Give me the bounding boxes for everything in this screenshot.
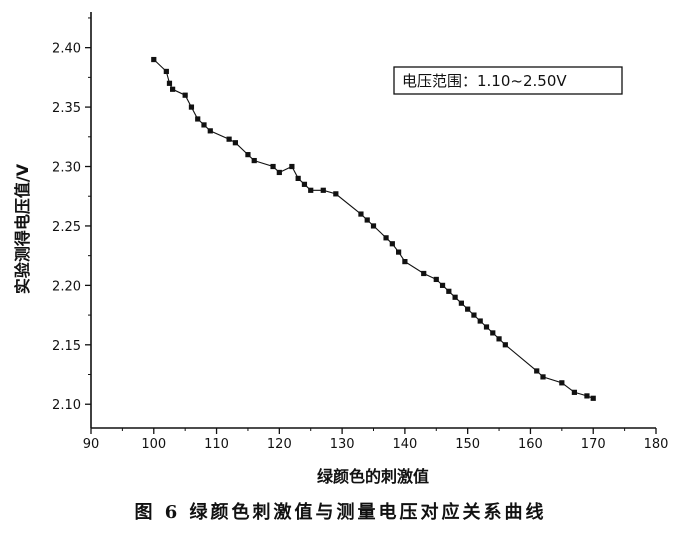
x-tick-label: 170 <box>581 437 606 452</box>
data-point <box>559 380 565 386</box>
data-point <box>483 324 490 330</box>
data-point <box>358 211 364 217</box>
data-point <box>195 116 201 122</box>
data-point <box>465 306 471 312</box>
data-point <box>446 288 452 294</box>
y-tick-label: 2.40 <box>52 42 81 57</box>
y-tick-label: 2.15 <box>52 339 81 354</box>
series-points <box>151 56 596 401</box>
series-line <box>153 59 594 399</box>
data-point <box>402 259 408 265</box>
y-tick-label: 2.30 <box>52 161 81 176</box>
data-point <box>389 241 395 247</box>
x-axis-ticks: 90 100 110 120 130 140 150 160 170 180 <box>83 428 669 452</box>
data-point <box>320 187 326 193</box>
data-point <box>421 270 427 277</box>
x-tick-label: 150 <box>455 437 480 452</box>
data-point <box>584 393 590 399</box>
data-point <box>540 374 546 380</box>
data-point <box>232 140 238 146</box>
data-point <box>276 169 282 176</box>
data-point <box>370 223 377 229</box>
data-point <box>571 389 577 395</box>
x-tick-label: 160 <box>518 437 543 452</box>
data-point <box>289 163 295 170</box>
data-point <box>182 92 188 98</box>
data-point <box>458 300 464 306</box>
annotation-text: 电压范围：1.10~2.50V <box>402 72 567 90</box>
x-tick-label: 130 <box>330 437 355 452</box>
data-point <box>166 80 173 86</box>
data-point <box>534 368 540 374</box>
data-point <box>170 86 176 92</box>
data-point <box>452 294 458 300</box>
data-point <box>151 56 157 63</box>
annotation-frame <box>393 66 623 95</box>
y-tick-label: 2.20 <box>52 279 81 294</box>
data-point <box>433 276 439 283</box>
x-axis-title: 绿颜色的刺激值 <box>317 467 429 486</box>
data-point <box>477 318 483 324</box>
series-polyline <box>153 59 594 399</box>
data-point <box>590 395 596 401</box>
x-tick-label: 110 <box>204 437 229 452</box>
x-tick-label: 120 <box>267 437 292 452</box>
data-point <box>301 181 308 187</box>
data-point <box>251 157 257 164</box>
x-tick-label: 100 <box>141 437 166 452</box>
data-point <box>439 282 446 288</box>
data-point <box>201 122 207 128</box>
data-point <box>502 342 508 348</box>
data-point <box>364 217 370 223</box>
data-point <box>496 336 502 342</box>
data-point <box>490 330 496 336</box>
data-point <box>188 104 195 110</box>
x-tick-label: 90 <box>83 437 100 452</box>
figure-caption: 图 6 绿颜色刺激值与测量电压对应关系曲线 <box>134 502 547 523</box>
y-tick-label: 2.35 <box>52 101 81 116</box>
data-point <box>270 163 276 170</box>
y-axis-ticks: 2.10 2.15 2.20 2.25 2.30 2.35 2.40 <box>52 17 91 413</box>
data-point <box>163 68 169 75</box>
y-tick-label: 2.25 <box>52 220 81 235</box>
y-axis-title: 实验测得电压值/V <box>13 163 32 294</box>
x-tick-label: 180 <box>644 437 669 452</box>
data-point <box>245 152 251 158</box>
data-point <box>295 175 301 181</box>
annotation-box: 电压范围：1.10~2.50V <box>393 66 623 95</box>
line-chart: 90 100 110 120 130 140 150 160 170 180 2.102.152.… <box>13 12 669 486</box>
data-point <box>308 187 314 193</box>
data-point <box>207 128 213 134</box>
y-tick-label: 2.10 <box>52 398 81 413</box>
data-point <box>383 235 389 241</box>
data-point <box>333 191 339 197</box>
data-point <box>226 136 232 142</box>
data-point <box>471 312 477 318</box>
data-point <box>396 249 402 255</box>
x-tick-label: 140 <box>392 437 417 452</box>
